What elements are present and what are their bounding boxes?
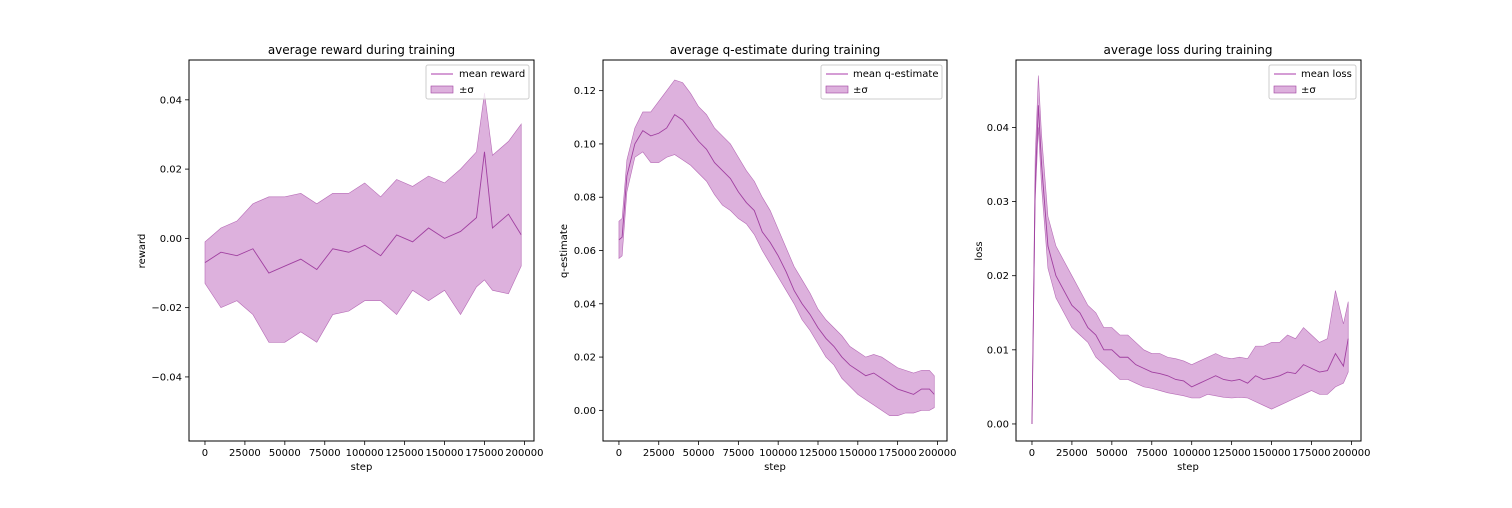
reward-chart: average reward during training step rewa… [137, 43, 544, 473]
legend: mean reward ±σ [425, 64, 530, 100]
x-tick-label: 200000 [918, 448, 956, 459]
std-band [1031, 75, 1349, 424]
y-tick-label: 0.06 [574, 246, 596, 257]
x-tick-label: 150000 [839, 448, 877, 459]
chart-title: average reward during training [268, 43, 455, 57]
plot-area [618, 79, 935, 416]
x-tick-label: 25000 [643, 448, 675, 459]
chart-title: average q-estimate during training [670, 43, 881, 57]
legend-band-swatch [1273, 85, 1297, 94]
y-axis-label: loss [974, 241, 985, 260]
y-tick-label: −0.04 [151, 372, 182, 383]
legend-band-swatch [825, 85, 849, 94]
y-axis-label: q-estimate [559, 224, 570, 278]
axes-frame [188, 59, 535, 442]
y-tick-label: 0.00 [160, 234, 182, 245]
mean-line [204, 151, 522, 274]
mean-line [618, 113, 935, 395]
x-tick-label: 0 [1029, 448, 1035, 459]
std-band [204, 92, 522, 343]
loss-chart: average loss during training step loss 0… [974, 43, 1371, 473]
legend-band-label: ±σ [459, 85, 474, 96]
axes-frame [1015, 59, 1362, 442]
tick-group: 0 25000 50000 75000 100000 125000 150000 175000… [151, 95, 543, 459]
x-tick-label: 100000 [1173, 448, 1211, 459]
mean-line [1031, 105, 1349, 424]
x-tick-label: 50000 [269, 448, 301, 459]
std-band [618, 79, 935, 416]
chart-title: average loss during training [1104, 43, 1273, 57]
legend-line-label: mean reward [459, 69, 525, 80]
y-tick-label: 0.00 [574, 406, 596, 417]
y-axis-label: reward [137, 234, 148, 269]
y-tick-label: 0.04 [987, 123, 1009, 134]
x-tick-label: 125000 [799, 448, 837, 459]
y-tick-label: 0.02 [160, 165, 182, 176]
legend-line-label: mean q-estimate [853, 69, 939, 80]
x-tick-label: 125000 [386, 448, 424, 459]
x-tick-label: 125000 [1213, 448, 1251, 459]
x-tick-label: 100000 [759, 448, 797, 459]
legend-band-label: ±σ [1301, 85, 1316, 96]
y-tick-label: 0.02 [574, 353, 596, 364]
tick-group: 0 25000 50000 75000 100000 125000 150000 175000… [574, 86, 957, 459]
x-tick-label: 25000 [1056, 448, 1088, 459]
x-tick-label: 200000 [505, 448, 543, 459]
x-axis-label: step [351, 462, 373, 473]
y-tick-label: 0.12 [574, 86, 596, 97]
x-tick-label: 150000 [425, 448, 463, 459]
x-tick-label: 75000 [722, 448, 754, 459]
x-tick-label: 175000 [465, 448, 503, 459]
legend-band-label: ±σ [853, 85, 868, 96]
legend-box [820, 64, 943, 100]
legend: mean q-estimate ±σ [820, 64, 943, 100]
legend: mean loss ±σ [1268, 64, 1357, 100]
y-tick-label: 0.00 [987, 419, 1009, 430]
x-tick-label: 50000 [683, 448, 715, 459]
y-tick-label: 0.04 [574, 299, 596, 310]
y-tick-label: 0.02 [987, 271, 1009, 282]
y-tick-label: 0.01 [987, 345, 1009, 356]
x-tick-label: 0 [616, 448, 622, 459]
axes-frame [602, 59, 948, 442]
legend-band-swatch [430, 85, 454, 94]
x-axis-label: step [1177, 462, 1199, 473]
y-tick-label: 0.08 [574, 193, 596, 204]
x-tick-label: 175000 [879, 448, 917, 459]
x-tick-label: 75000 [309, 448, 341, 459]
x-tick-label: 25000 [229, 448, 261, 459]
x-tick-label: 200000 [1332, 448, 1370, 459]
y-tick-label: 0.03 [987, 197, 1009, 208]
x-tick-label: 0 [202, 448, 208, 459]
y-tick-label: −0.02 [151, 303, 182, 314]
x-tick-label: 75000 [1136, 448, 1168, 459]
x-axis-label: step [764, 462, 786, 473]
y-tick-label: 0.04 [160, 95, 182, 106]
plot-area [204, 92, 522, 343]
x-tick-label: 50000 [1096, 448, 1128, 459]
tick-group: 0 25000 50000 75000 100000 125000 150000 175000… [987, 123, 1371, 459]
q-estimate-chart: average q-estimate during training step … [559, 43, 957, 473]
plot-area [1031, 75, 1349, 424]
x-tick-label: 150000 [1252, 448, 1290, 459]
x-tick-label: 175000 [1292, 448, 1330, 459]
y-tick-label: 0.10 [574, 139, 596, 150]
legend-line-label: mean loss [1301, 69, 1352, 80]
x-tick-label: 100000 [346, 448, 384, 459]
